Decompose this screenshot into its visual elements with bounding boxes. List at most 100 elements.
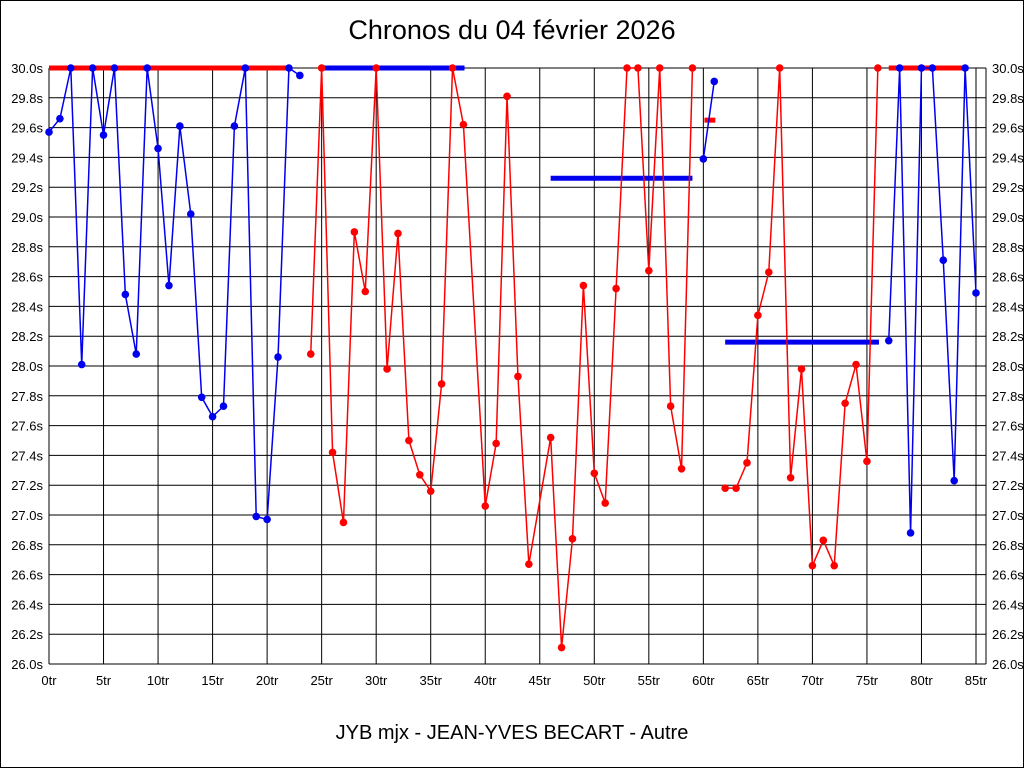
red-stint-2-point bbox=[743, 459, 751, 467]
red-stint-1-point bbox=[372, 64, 380, 72]
x-tick-label: 80tr bbox=[910, 673, 933, 688]
y-tick-label-left: 28.8s bbox=[11, 240, 43, 255]
y-tick-label-right: 28.2s bbox=[992, 329, 1024, 344]
blue-relay-point bbox=[699, 155, 708, 163]
x-tick-label: 75tr bbox=[856, 673, 879, 688]
y-tick-label-right: 28.6s bbox=[992, 270, 1024, 285]
red-stint-1-point bbox=[481, 502, 490, 510]
x-tick-label: 15tr bbox=[201, 673, 224, 688]
red-stint-2-point bbox=[808, 561, 817, 570]
y-tick-label-left: 26.6s bbox=[11, 568, 43, 583]
x-tick-label: 85tr bbox=[965, 673, 988, 688]
red-stint-2-line bbox=[725, 67, 879, 566]
y-tick-label-left: 26.0s bbox=[11, 657, 43, 672]
blue-stint-1-point bbox=[154, 144, 162, 153]
y-tick-label-right: 26.2s bbox=[992, 627, 1024, 642]
blue-relay-line bbox=[702, 81, 716, 159]
red-stint-2-point bbox=[830, 561, 839, 570]
red-stint-1-point bbox=[448, 64, 457, 72]
blue-stint-1-point bbox=[56, 114, 64, 123]
red-stint-1-point bbox=[350, 228, 359, 236]
red-stint-2-point bbox=[764, 268, 773, 276]
x-tick-label: 5tr bbox=[96, 673, 112, 688]
y-tick-label-right: 29.0s bbox=[992, 210, 1024, 225]
y-tick-label-right: 29.6s bbox=[992, 121, 1024, 136]
blue-stint-1-point bbox=[252, 512, 261, 521]
blue-stint-1-line bbox=[48, 66, 301, 521]
x-tick-label: 45tr bbox=[529, 673, 552, 688]
red-stint-1-point bbox=[459, 120, 468, 129]
chart-subtitle: JYB mjx - JEAN-YVES BECART - Autre bbox=[335, 722, 689, 744]
red-stint-2-point bbox=[841, 399, 849, 408]
x-tick-label: 50tr bbox=[583, 673, 606, 688]
y-tick-label-right: 27.6s bbox=[992, 419, 1024, 434]
blue-stint-2-point bbox=[950, 476, 958, 485]
blue-stint-1-point bbox=[296, 71, 304, 80]
blue-stint-1-point bbox=[274, 353, 282, 361]
blue-stint-2-line bbox=[888, 67, 977, 533]
red-stint-1-point bbox=[645, 266, 653, 275]
red-stint-1-point bbox=[437, 380, 446, 388]
y-tick-label-left: 28.6s bbox=[11, 270, 43, 285]
blue-stint-1-point bbox=[230, 122, 239, 130]
red-stint-1-point bbox=[590, 469, 599, 478]
red-stint-1-point bbox=[688, 64, 697, 72]
blue-stint-1-point bbox=[132, 350, 141, 358]
y-tick-label-right: 29.8s bbox=[992, 91, 1024, 106]
red-stint-2-point bbox=[721, 484, 729, 492]
red-stint-2-point bbox=[786, 473, 795, 482]
x-tick-label: 25tr bbox=[310, 673, 333, 688]
x-tick-label: 55tr bbox=[638, 673, 661, 688]
red-stint-1-point bbox=[405, 436, 413, 445]
red-stint-1-point bbox=[361, 287, 370, 296]
blue-stint-2-point bbox=[906, 529, 915, 537]
y-tick-label-left: 29.8s bbox=[11, 91, 43, 106]
y-tick-label-right: 28.8s bbox=[992, 240, 1024, 255]
red-stint-1-point bbox=[677, 465, 686, 473]
y-tick-label-right: 27.0s bbox=[992, 508, 1024, 523]
y-tick-label-left: 27.8s bbox=[11, 389, 43, 404]
red-stint-1-point bbox=[579, 281, 588, 290]
x-tick-label: 30tr bbox=[365, 673, 388, 688]
y-tick-label-left: 28.2s bbox=[11, 329, 43, 344]
x-tick-label: 35tr bbox=[420, 673, 443, 688]
y-tick-label-right: 27.4s bbox=[992, 448, 1024, 463]
blue-stint-1-point bbox=[121, 290, 130, 299]
y-tick-label-right: 26.6s bbox=[992, 568, 1024, 583]
red-stint-1-point bbox=[634, 64, 642, 72]
blue-stint-1-point bbox=[241, 64, 250, 72]
blue-stint-2-point bbox=[972, 289, 980, 297]
y-tick-label-right: 27.8s bbox=[992, 389, 1024, 404]
red-stint-2-point bbox=[732, 484, 740, 492]
red-stint-1-point bbox=[317, 64, 326, 72]
y-tick-label-left: 26.2s bbox=[11, 627, 43, 642]
y-tick-label-left: 30.0s bbox=[11, 61, 43, 76]
blue-stint-2-point bbox=[884, 336, 893, 345]
blue-stint-1-point bbox=[165, 281, 173, 290]
red-stint-1-point bbox=[546, 433, 555, 442]
blue-stint-1-point bbox=[77, 360, 86, 369]
y-tick-label-right: 26.8s bbox=[992, 538, 1024, 553]
red-stint-1-point bbox=[383, 365, 391, 373]
blue-stint-1-point bbox=[88, 64, 97, 72]
y-tick-label-left: 26.4s bbox=[11, 597, 43, 612]
blue-stint-2-point bbox=[961, 64, 969, 72]
red-stint-1-point bbox=[306, 350, 315, 358]
red-stint-1-point bbox=[601, 499, 609, 507]
blue-stint-2-point bbox=[917, 64, 926, 72]
x-tick-label: 65tr bbox=[747, 673, 770, 688]
red-stint-1-point bbox=[568, 535, 577, 543]
y-tick-label-left: 27.2s bbox=[11, 478, 43, 493]
red-stint-1-point bbox=[525, 560, 533, 568]
x-tick-label: 20tr bbox=[256, 673, 279, 688]
x-tick-label: 10tr bbox=[147, 673, 170, 688]
blue-stint-1-point bbox=[110, 64, 119, 72]
blue-stint-2-point bbox=[939, 256, 948, 265]
red-stint-1-point bbox=[666, 402, 675, 411]
blue-stint-1-point bbox=[143, 64, 151, 72]
red-stint-1-point bbox=[426, 487, 435, 495]
red-stint-1-point bbox=[394, 229, 402, 238]
blue-stint-1-point bbox=[263, 515, 271, 524]
y-tick-label-right: 27.2s bbox=[992, 478, 1024, 493]
y-tick-label-right: 26.0s bbox=[992, 657, 1024, 672]
